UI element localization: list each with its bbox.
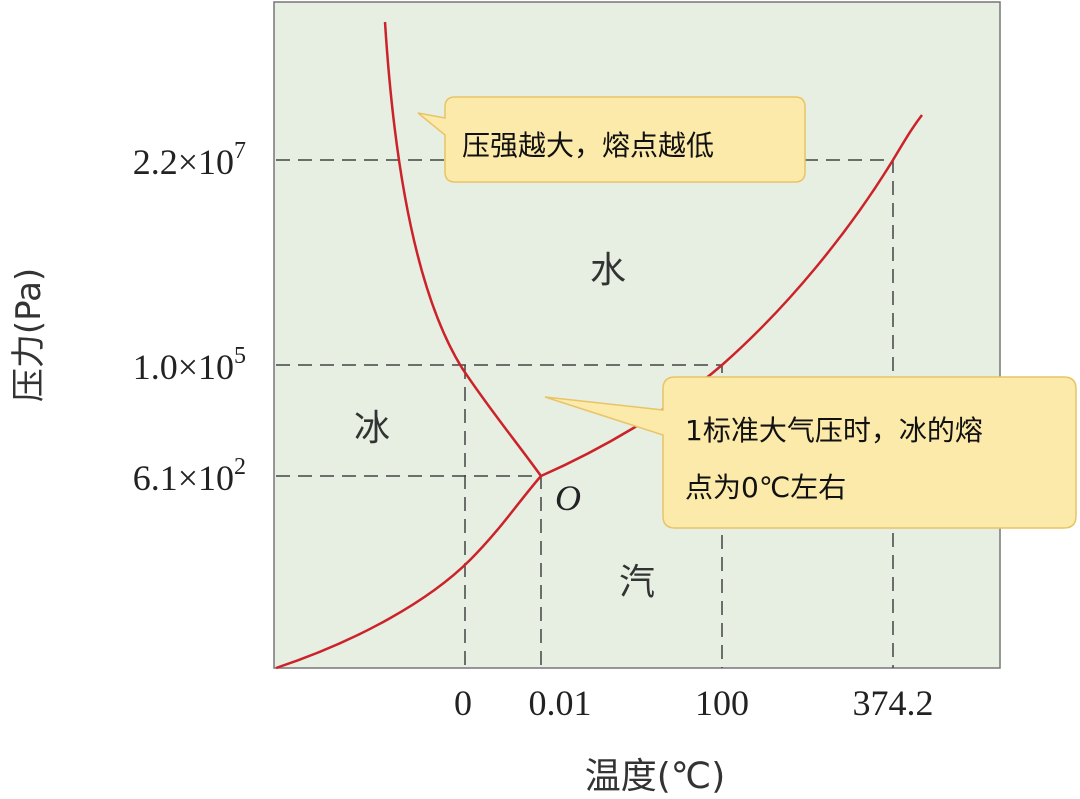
region-labels: 水 冰 汽 — [354, 250, 655, 603]
y-tick-label: 1.0×105 — [133, 343, 246, 387]
y-axis-label: 压力(Pa) — [9, 268, 49, 402]
x-tick-label: 0.01 — [529, 683, 592, 723]
region-label: 汽 — [619, 562, 655, 603]
sublimation-curve — [275, 475, 542, 670]
region-label: 水 — [590, 250, 626, 291]
triple-point-label: O — [555, 478, 581, 518]
melting-curve — [383, 21, 543, 477]
callout-text: 点为0℃左右 — [685, 471, 846, 504]
y-ticks: 2.2×107 1.0×105 6.1×102 — [133, 138, 246, 498]
callout-text: 1标准大气压时，冰的熔 — [685, 414, 983, 447]
callout — [544, 376, 1077, 529]
x-tick-label: 0 — [454, 683, 472, 723]
x-tick-label: 100 — [695, 683, 749, 723]
region-label: 冰 — [354, 408, 390, 449]
callout-text: 压强越大，熔点越低 — [462, 129, 714, 162]
y-tick-label: 6.1×102 — [133, 454, 246, 498]
vaporization-curve — [540, 114, 923, 478]
y-tick-label: 2.2×107 — [133, 138, 246, 182]
callout — [417, 96, 806, 183]
x-ticks: 0 0.01 100 374.2 — [454, 683, 934, 723]
x-tick-label: 374.2 — [853, 683, 934, 723]
x-axis-label: 温度(℃) — [585, 756, 726, 797]
